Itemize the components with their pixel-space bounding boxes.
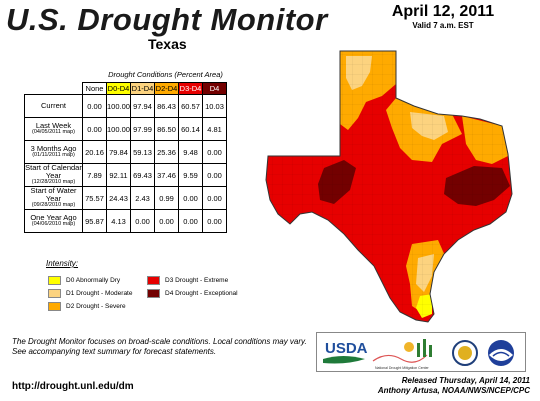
- table-cell: 0.00: [130, 209, 155, 233]
- col-header-d4: D4: [202, 82, 227, 95]
- table-cell: 37.46: [154, 163, 179, 187]
- svg-text:USDA: USDA: [325, 340, 368, 357]
- table-caption: Drought Conditions (Percent Area): [108, 70, 223, 79]
- table-cell: 0.00: [154, 209, 179, 233]
- table-cell: 0.00: [178, 186, 203, 210]
- table-cell: 25.36: [154, 140, 179, 164]
- legend-swatch: [48, 289, 61, 298]
- legend-item-d3: D3 Drought - Extreme: [147, 276, 228, 285]
- legend-item-d0: D0 Abnormally Dry: [48, 276, 120, 285]
- row-label: 3 Months Ago (01/11/2011 map): [24, 140, 83, 164]
- valid-time: Valid 7 a.m. EST: [412, 21, 474, 30]
- legend-item-d4: D4 Drought - Exceptional: [147, 289, 238, 298]
- table-cell: 4.81: [202, 117, 227, 141]
- table-cell: 10.03: [202, 94, 227, 118]
- table-row: Start of Water Year (09/28/2010 map) 75.57…: [24, 186, 227, 210]
- row-label: Current: [24, 94, 83, 118]
- table-cell: 0.00: [202, 163, 227, 187]
- release-date: Released Thursday, April 14, 2011: [401, 376, 530, 385]
- table-cell: 95.87: [82, 209, 107, 233]
- map-title: U.S. Drought Monitor: [6, 2, 328, 37]
- table-row: Start of Calendar Year (12/28/2010 map) 7.…: [24, 163, 227, 187]
- noaa-logo-icon: [488, 340, 514, 366]
- table-cell: 0.99: [154, 186, 179, 210]
- state-name: Texas: [148, 36, 187, 52]
- legend-item-d2: D2 Drought - Severe: [48, 302, 126, 311]
- table-cell: 0.00: [178, 209, 203, 233]
- row-label: One Year Ago (04/06/2010 map): [24, 209, 83, 233]
- table-cell: 75.57: [82, 186, 107, 210]
- drought-monitor-link[interactable]: http://drought.unl.edu/dm: [12, 381, 134, 392]
- table-cell: 60.14: [178, 117, 203, 141]
- legend-swatch: [147, 289, 160, 298]
- col-header-d2-d4: D2-D4: [154, 82, 179, 95]
- table-cell: 92.11: [106, 163, 131, 187]
- svg-text:National Drought Mitigation Ce: National Drought Mitigation Center: [375, 366, 430, 370]
- doc-seal-icon: [452, 340, 478, 366]
- table-cell: 86.50: [154, 117, 179, 141]
- footer-note: The Drought Monitor focuses on broad-sca…: [12, 337, 307, 356]
- table-cell: 97.94: [130, 94, 155, 118]
- author: Anthony Artusa, NOAA/NWS/NCEP/CPC: [377, 386, 530, 395]
- table-cell: 100.00: [106, 117, 131, 141]
- table-cell: 86.43: [154, 94, 179, 118]
- table-cell: 0.00: [202, 209, 227, 233]
- usda-logo: USDA: [323, 340, 368, 364]
- col-header-none: None: [82, 82, 107, 95]
- table-cell: 97.99: [130, 117, 155, 141]
- texas-drought-map: [265, 50, 513, 323]
- table-cell: 0.00: [82, 117, 107, 141]
- col-header-d0-d4: D0-D4: [106, 82, 131, 95]
- legend-title: Intensity:: [46, 259, 79, 268]
- drought-conditions-table: None D0-D4 D1-D4 D2-D4 D3-D4 D4 Current 0…: [24, 82, 227, 233]
- table-cell: 0.00: [202, 186, 227, 210]
- table-cell: 100.00: [106, 94, 131, 118]
- table-cell: 7.89: [82, 163, 107, 187]
- table-cell: 9.59: [178, 163, 203, 187]
- table-row: One Year Ago (04/06/2010 map) 95.87 4.13 0.0…: [24, 209, 227, 233]
- table-cell: 9.48: [178, 140, 203, 164]
- row-label: Last Week (04/05/2011 map): [24, 117, 83, 141]
- table-cell: 0.00: [82, 94, 107, 118]
- table-cell: 2.43: [130, 186, 155, 210]
- table-row: 3 Months Ago (01/11/2011 map) 20.16 79.84 59…: [24, 140, 227, 164]
- col-header-d3-d4: D3-D4: [178, 82, 203, 95]
- release-info: Released Thursday, April 14, 2011 Anthon…: [330, 376, 530, 396]
- table-row: Last Week (04/05/2011 map) 0.00 100.00 97.99…: [24, 117, 227, 141]
- table-row: Current 0.00 100.00 97.94 86.43 60.57 10.03: [24, 94, 227, 118]
- col-header-d1-d4: D1-D4: [130, 82, 155, 95]
- partner-logos: USDA National Drought Mitigation Center: [316, 332, 526, 372]
- row-label: Start of Calendar Year (12/28/2010 map): [24, 163, 83, 187]
- table-cell: 20.16: [82, 140, 107, 164]
- table-cell: 4.13: [106, 209, 131, 233]
- table-cell: 59.13: [130, 140, 155, 164]
- table-cell: 79.84: [106, 140, 131, 164]
- legend-swatch: [48, 276, 61, 285]
- table-cell: 0.00: [202, 140, 227, 164]
- ndmc-logo: National Drought Mitigation Center: [372, 339, 432, 370]
- table-cell: 69.43: [130, 163, 155, 187]
- legend-item-d1: D1 Drought - Moderate: [48, 289, 132, 298]
- map-date: April 12, 2011: [391, 3, 495, 20]
- table-cell: 24.43: [106, 186, 131, 210]
- legend-swatch: [48, 302, 61, 311]
- row-label: Start of Water Year (09/28/2010 map): [24, 186, 83, 210]
- legend-swatch: [147, 276, 160, 285]
- table-cell: 60.57: [178, 94, 203, 118]
